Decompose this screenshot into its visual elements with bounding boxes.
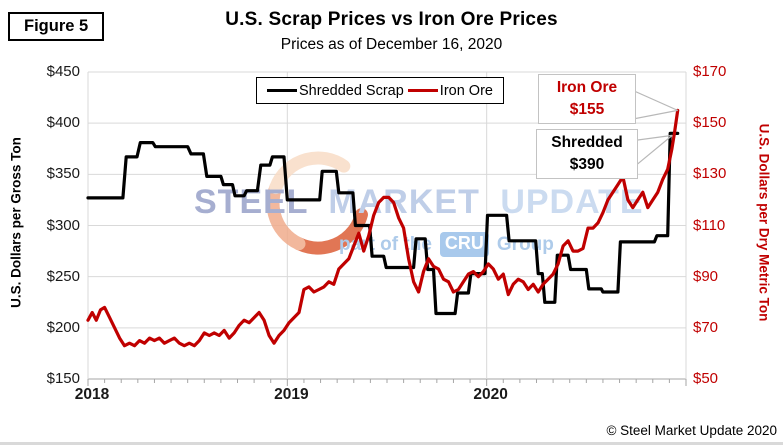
- bottom-edge-strip: [0, 442, 783, 445]
- legend-label-shredded-scrap: Shredded Scrap: [299, 82, 404, 99]
- axis-tick-label: $400: [46, 114, 80, 132]
- watermark-word-market: MARKET: [328, 183, 480, 221]
- axis-tick-label: $70: [693, 318, 719, 336]
- chart-subtitle: Prices as of December 16, 2020: [280, 36, 503, 53]
- iron-ore-callout: Iron Ore $155: [538, 74, 636, 124]
- axis-tick-label: 2018: [74, 386, 110, 403]
- cru-chip: CRU: [439, 232, 489, 257]
- axis-tick-label: 2020: [473, 386, 508, 403]
- tagline-suffix: Group: [496, 233, 554, 255]
- figure-label: Figure 5: [24, 17, 89, 35]
- chart-title: U.S. Scrap Prices vs Iron Ore Prices: [225, 9, 558, 30]
- iron-ore-callout-value: $155: [569, 101, 605, 118]
- left-axis-title: U.S. Dollars per Gross Ton: [8, 137, 24, 308]
- axis-tick-label: $250: [46, 267, 80, 285]
- legend-item-shredded-scrap: Shredded Scrap: [267, 83, 404, 99]
- axis-tick-label: $450: [46, 63, 80, 80]
- shredded-callout: Shredded $390: [536, 129, 638, 179]
- axis-tick-label: $90: [693, 267, 719, 285]
- chart-legend: Shredded Scrap Iron Ore: [256, 77, 504, 104]
- shredded-scrap-line-swatch-icon: [267, 88, 297, 93]
- axis-tick-label: $150: [46, 370, 80, 387]
- axis-tick-label: $200: [46, 318, 80, 336]
- legend-item-iron-ore: Iron Ore: [407, 82, 493, 99]
- copyright-notice: © Steel Market Update 2020: [606, 423, 777, 438]
- axis-tick-label: $50: [693, 370, 719, 387]
- watermark-word-update: UPDATE: [500, 183, 644, 221]
- right-axis-title: U.S. Dollars per Dry Metric Ton: [756, 123, 772, 322]
- axis-tick-label: $300: [46, 216, 80, 234]
- axis-tick-label: $130: [693, 165, 727, 183]
- iron-ore-callout-title: Iron Ore: [556, 79, 618, 96]
- watermark-word-steel: STEEL: [194, 183, 308, 221]
- axis-tick-label: $150: [693, 114, 727, 132]
- shredded-callout-title: Shredded: [551, 134, 623, 151]
- axis-tick-label: $170: [693, 63, 727, 80]
- watermark-text: STEEL MARKET UPDATE: [194, 183, 644, 222]
- figure-label-box: Figure 5: [8, 12, 105, 41]
- axis-tick-label: $350: [46, 165, 80, 183]
- legend-label-iron-ore: Iron Ore: [439, 82, 493, 99]
- iron-ore-line-swatch-icon: [407, 88, 438, 93]
- axis-tick-label: $110: [693, 216, 726, 234]
- axis-tick-label: 2019: [274, 386, 309, 403]
- shredded-callout-value: $390: [569, 156, 605, 173]
- watermark-tagline: part of the CRU Group: [339, 232, 554, 257]
- tagline-prefix: part of the: [339, 233, 432, 255]
- smu-crescent-logo-icon: [266, 151, 370, 255]
